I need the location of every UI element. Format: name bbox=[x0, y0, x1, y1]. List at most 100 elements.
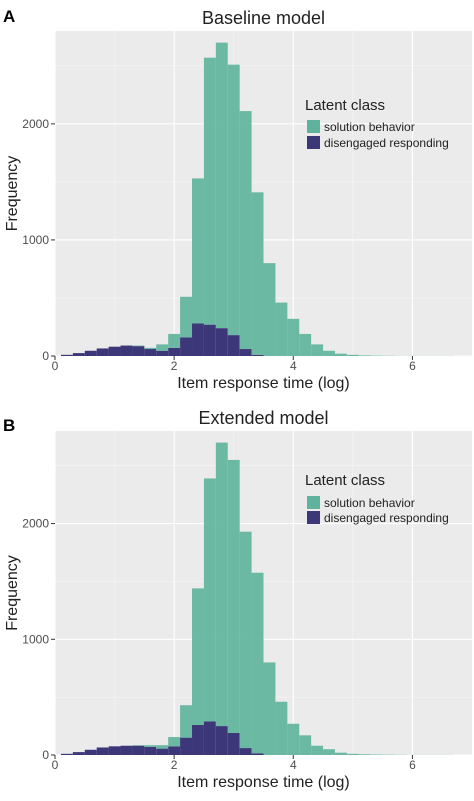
bar-solution-behavior bbox=[192, 178, 204, 323]
bar-disengaged-responding bbox=[61, 754, 73, 755]
bar-disengaged-responding bbox=[252, 753, 264, 755]
bar-disengaged-responding bbox=[180, 738, 192, 755]
bar-solution-behavior bbox=[132, 745, 144, 746]
bar-disengaged-responding bbox=[97, 747, 109, 755]
legend-title: Latent class bbox=[305, 97, 385, 114]
bar-solution-behavior bbox=[275, 702, 287, 755]
legend-label: disengaged responding bbox=[324, 511, 449, 525]
x-tick-label: 4 bbox=[290, 758, 297, 772]
y-axis-label: Frequency bbox=[4, 156, 21, 232]
bar-solution-behavior bbox=[168, 737, 180, 746]
x-tick-label: 2 bbox=[171, 359, 178, 373]
bar-solution-behavior bbox=[287, 319, 299, 356]
bar-disengaged-responding bbox=[180, 337, 192, 356]
y-tick-label: 2000 bbox=[22, 517, 49, 531]
bar-solution-behavior bbox=[132, 346, 144, 347]
bar-solution-behavior bbox=[180, 705, 192, 737]
bar-solution-behavior bbox=[311, 344, 323, 356]
bar-disengaged-responding bbox=[109, 746, 121, 755]
bar-solution-behavior bbox=[264, 662, 276, 755]
bar-solution-behavior bbox=[347, 754, 359, 755]
legend-key bbox=[307, 511, 320, 524]
y-tick-label: 0 bbox=[42, 748, 49, 762]
bar-solution-behavior bbox=[359, 754, 371, 755]
y-tick-label: 2000 bbox=[22, 117, 49, 131]
bar-solution-behavior bbox=[216, 443, 228, 726]
legend-key bbox=[307, 496, 320, 509]
bar-solution-behavior bbox=[204, 478, 216, 721]
legend-title: Latent class bbox=[305, 472, 385, 489]
y-axis-label: Frequency bbox=[4, 555, 21, 631]
bar-solution-behavior bbox=[156, 344, 168, 350]
x-tick-label: 6 bbox=[409, 359, 416, 373]
bar-solution-behavior bbox=[323, 749, 335, 755]
bar-solution-behavior bbox=[323, 351, 335, 356]
bar-disengaged-responding bbox=[144, 747, 156, 755]
bar-disengaged-responding bbox=[168, 348, 180, 356]
legend-label: solution behavior bbox=[324, 120, 415, 134]
bar-disengaged-responding bbox=[85, 351, 97, 356]
bar-solution-behavior bbox=[335, 753, 347, 755]
bar-disengaged-responding bbox=[228, 733, 240, 755]
x-tick-label: 0 bbox=[52, 359, 59, 373]
legend-label: disengaged responding bbox=[324, 136, 449, 150]
bar-solution-behavior bbox=[311, 746, 323, 755]
bar-solution-behavior bbox=[144, 348, 156, 349]
bar-solution-behavior bbox=[275, 303, 287, 356]
bar-disengaged-responding bbox=[240, 748, 252, 755]
bar-solution-behavior bbox=[287, 724, 299, 755]
bar-disengaged-responding bbox=[73, 353, 85, 356]
x-tick-label: 6 bbox=[409, 758, 416, 772]
bar-solution-behavior bbox=[240, 532, 252, 748]
bar-solution-behavior bbox=[180, 297, 192, 338]
chart-title: Baseline model bbox=[202, 8, 325, 28]
bar-solution-behavior bbox=[228, 65, 240, 335]
bar-solution-behavior bbox=[240, 111, 252, 349]
bar-disengaged-responding bbox=[228, 335, 240, 356]
bar-solution-behavior bbox=[156, 745, 168, 748]
bar-solution-behavior bbox=[347, 355, 359, 356]
bar-disengaged-responding bbox=[61, 355, 73, 356]
bar-solution-behavior bbox=[264, 263, 276, 356]
bar-disengaged-responding bbox=[252, 355, 264, 356]
bar-disengaged-responding bbox=[121, 746, 133, 755]
bar-disengaged-responding bbox=[132, 346, 144, 356]
panel-letter: A bbox=[3, 7, 15, 26]
bar-solution-behavior bbox=[299, 334, 311, 356]
legend-key bbox=[307, 120, 320, 133]
bar-disengaged-responding bbox=[156, 351, 168, 356]
bar-disengaged-responding bbox=[240, 349, 252, 356]
panel-letter: B bbox=[3, 416, 15, 435]
bar-solution-behavior bbox=[204, 58, 216, 325]
bar-disengaged-responding bbox=[168, 746, 180, 755]
bar-disengaged-responding bbox=[216, 328, 228, 356]
bar-solution-behavior bbox=[252, 573, 264, 754]
bar-disengaged-responding bbox=[216, 726, 228, 755]
bar-disengaged-responding bbox=[97, 348, 109, 356]
bar-solution-behavior bbox=[335, 354, 347, 356]
x-axis-label: Item response time (log) bbox=[177, 774, 350, 791]
bar-solution-behavior bbox=[359, 355, 371, 356]
bar-disengaged-responding bbox=[204, 325, 216, 356]
y-tick-label: 1000 bbox=[22, 233, 49, 247]
legend-key bbox=[307, 136, 320, 149]
bar-solution-behavior bbox=[299, 735, 311, 755]
x-tick-label: 4 bbox=[290, 359, 297, 373]
bar-disengaged-responding bbox=[192, 725, 204, 755]
bar-solution-behavior bbox=[216, 43, 228, 329]
y-tick-label: 1000 bbox=[22, 632, 49, 646]
bar-disengaged-responding bbox=[85, 750, 97, 755]
y-tick-label: 0 bbox=[42, 349, 49, 363]
bar-disengaged-responding bbox=[192, 324, 204, 357]
bar-disengaged-responding bbox=[121, 346, 133, 356]
x-axis-label: Item response time (log) bbox=[177, 375, 350, 392]
bar-solution-behavior bbox=[192, 588, 204, 725]
bar-disengaged-responding bbox=[132, 746, 144, 755]
bar-solution-behavior bbox=[168, 334, 180, 348]
bar-disengaged-responding bbox=[73, 752, 85, 755]
bar-solution-behavior bbox=[144, 745, 156, 747]
chart-title: Extended model bbox=[198, 408, 328, 428]
bar-disengaged-responding bbox=[144, 349, 156, 356]
